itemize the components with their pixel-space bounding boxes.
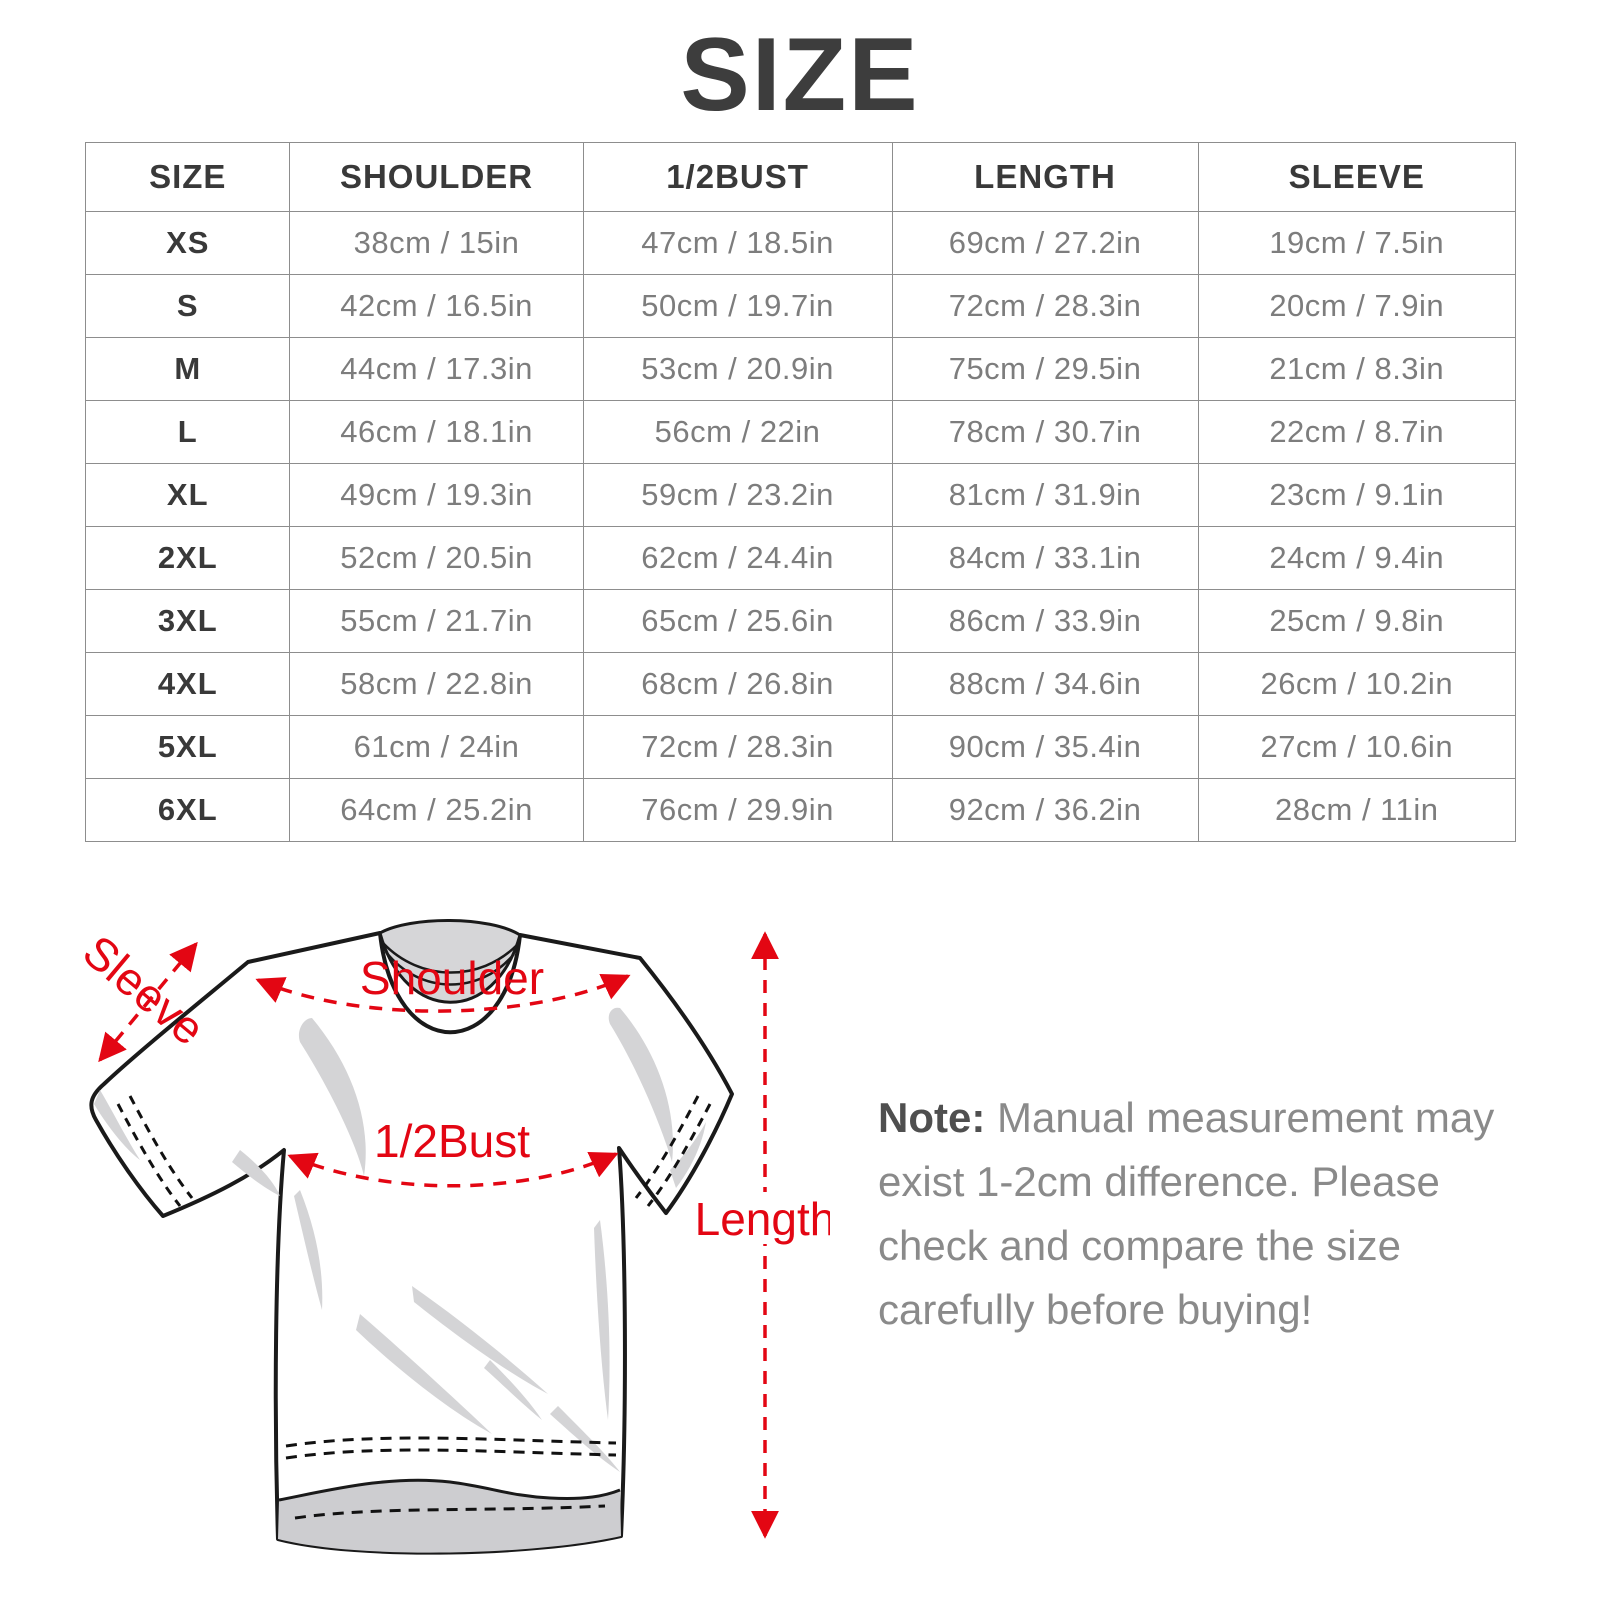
- measurement-cell: 53cm / 20.9in: [582, 337, 893, 401]
- measurement-cell: 62cm / 24.4in: [582, 526, 893, 590]
- note-label: Note:: [878, 1094, 997, 1141]
- column-header: SHOULDER: [289, 142, 584, 212]
- size-cell: XL: [84, 463, 291, 527]
- measurement-cell: 28cm / 11in: [1197, 778, 1517, 842]
- measurement-cell: 21cm / 8.3in: [1197, 337, 1517, 401]
- measurement-cell: 19cm / 7.5in: [1197, 211, 1517, 275]
- column-header: SLEEVE: [1197, 142, 1517, 212]
- table-row: L 46cm / 18.1in 56cm / 22in 78cm / 30.7in 22…: [84, 400, 1517, 464]
- size-chart-body: XS 38cm / 15in 47cm / 18.5in 69cm / 27.2in 1…: [84, 211, 1517, 842]
- size-cell: 5XL: [84, 715, 291, 779]
- measurement-cell: 90cm / 35.4in: [891, 715, 1199, 779]
- measurement-cell: 25cm / 9.8in: [1197, 589, 1517, 653]
- hem-fold: [278, 1480, 621, 1553]
- measurement-cell: 72cm / 28.3in: [891, 274, 1199, 338]
- table-row: 6XL 64cm / 25.2in 76cm / 29.9in 92cm / 36.2…: [84, 778, 1517, 842]
- measurement-cell: 27cm / 10.6in: [1197, 715, 1517, 779]
- measurement-cell: 68cm / 26.8in: [582, 652, 893, 716]
- note-text: Note: Manual measurement may exist 1-2cm …: [878, 1086, 1518, 1342]
- size-chart-table: SIZE SHOULDER 1/2BUST LENGTH SLEEVE XS 38cm /…: [84, 142, 1517, 842]
- measurement-cell: 52cm / 20.5in: [289, 526, 584, 590]
- hem-stitching: [285, 1436, 617, 1520]
- measurement-cell: 56cm / 22in: [582, 400, 893, 464]
- length-label: Length: [695, 1193, 830, 1245]
- table-row: 5XL 61cm / 24in 72cm / 28.3in 90cm / 35.4in…: [84, 715, 1517, 779]
- measurement-cell: 20cm / 7.9in: [1197, 274, 1517, 338]
- bust-arrow: [287, 1151, 619, 1188]
- measurement-cell: 26cm / 10.2in: [1197, 652, 1517, 716]
- measurement-cell: 75cm / 29.5in: [891, 337, 1199, 401]
- measurement-cell: 86cm / 33.9in: [891, 589, 1199, 653]
- column-header: LENGTH: [891, 142, 1199, 212]
- measurement-cell: 23cm / 9.1in: [1197, 463, 1517, 527]
- measurement-cell: 38cm / 15in: [289, 211, 584, 275]
- wrinkle-shading: [94, 1007, 706, 1472]
- table-row: S 42cm / 16.5in 50cm / 19.7in 72cm / 28.3in…: [84, 274, 1517, 338]
- sleeve-arrow: [98, 941, 198, 1063]
- measurement-cell: 72cm / 28.3in: [582, 715, 893, 779]
- column-header: 1/2BUST: [582, 142, 893, 212]
- size-chart-header-row: SIZE SHOULDER 1/2BUST LENGTH SLEEVE: [84, 142, 1517, 212]
- measurement-cell: 88cm / 34.6in: [891, 652, 1199, 716]
- size-cell: 4XL: [84, 652, 291, 716]
- measurement-cell: 59cm / 23.2in: [582, 463, 893, 527]
- size-cell: L: [84, 400, 291, 464]
- size-cell: 6XL: [84, 778, 291, 842]
- size-cell: XS: [84, 211, 291, 275]
- measurement-cell: 69cm / 27.2in: [891, 211, 1199, 275]
- table-row: M 44cm / 17.3in 53cm / 20.9in 75cm / 29.5in…: [84, 337, 1517, 401]
- note-line: carefully before buying!: [878, 1286, 1313, 1333]
- note-line: check and compare the size: [878, 1222, 1401, 1269]
- table-row: XS 38cm / 15in 47cm / 18.5in 69cm / 27.2in 1…: [84, 211, 1517, 275]
- size-cell: 3XL: [84, 589, 291, 653]
- measurement-cell: 49cm / 19.3in: [289, 463, 584, 527]
- note-line: Note: Manual measurement may: [878, 1094, 1495, 1141]
- size-cell: M: [84, 337, 291, 401]
- bust-label: 1/2Bust: [374, 1115, 530, 1167]
- measurement-cell: 61cm / 24in: [289, 715, 584, 779]
- measurement-cell: 47cm / 18.5in: [582, 211, 893, 275]
- table-row: XL 49cm / 19.3in 59cm / 23.2in 81cm / 31.9i…: [84, 463, 1517, 527]
- shoulder-arrow: [255, 973, 631, 1013]
- measurement-cell: 55cm / 21.7in: [289, 589, 584, 653]
- measurement-cell: 78cm / 30.7in: [891, 400, 1199, 464]
- measurement-cell: 46cm / 18.1in: [289, 400, 584, 464]
- note-line: exist 1-2cm difference. Please: [878, 1158, 1440, 1205]
- measurement-cell: 42cm / 16.5in: [289, 274, 584, 338]
- measurement-cell: 65cm / 25.6in: [582, 589, 893, 653]
- measurement-cell: 64cm / 25.2in: [289, 778, 584, 842]
- table-row: 3XL 55cm / 21.7in 65cm / 25.6in 86cm / 33.9…: [84, 589, 1517, 653]
- measurement-cell: 81cm / 31.9in: [891, 463, 1199, 527]
- measurement-cell: 44cm / 17.3in: [289, 337, 584, 401]
- size-cell: S: [84, 274, 291, 338]
- size-cell: 2XL: [84, 526, 291, 590]
- measurement-cell: 84cm / 33.1in: [891, 526, 1199, 590]
- column-header: SIZE: [84, 142, 291, 212]
- page-title: SIZE: [680, 17, 920, 133]
- measurement-cell: 76cm / 29.9in: [582, 778, 893, 842]
- length-label-backdrop: [708, 1192, 824, 1244]
- measurement-cell: 50cm / 19.7in: [582, 274, 893, 338]
- tshirt-measurement-diagram: Sleeve Shoulder 1/2Bust Length: [73, 919, 830, 1555]
- measurement-cell: 92cm / 36.2in: [891, 778, 1199, 842]
- shoulder-label: Shoulder: [360, 952, 544, 1004]
- measurement-cell: 58cm / 22.8in: [289, 652, 584, 716]
- table-row: 4XL 58cm / 22.8in 68cm / 26.8in 88cm / 34.6…: [84, 652, 1517, 716]
- measurement-cell: 24cm / 9.4in: [1197, 526, 1517, 590]
- table-row: 2XL 52cm / 20.5in 62cm / 24.4in 84cm / 33.1…: [84, 526, 1517, 590]
- measurement-cell: 22cm / 8.7in: [1197, 400, 1517, 464]
